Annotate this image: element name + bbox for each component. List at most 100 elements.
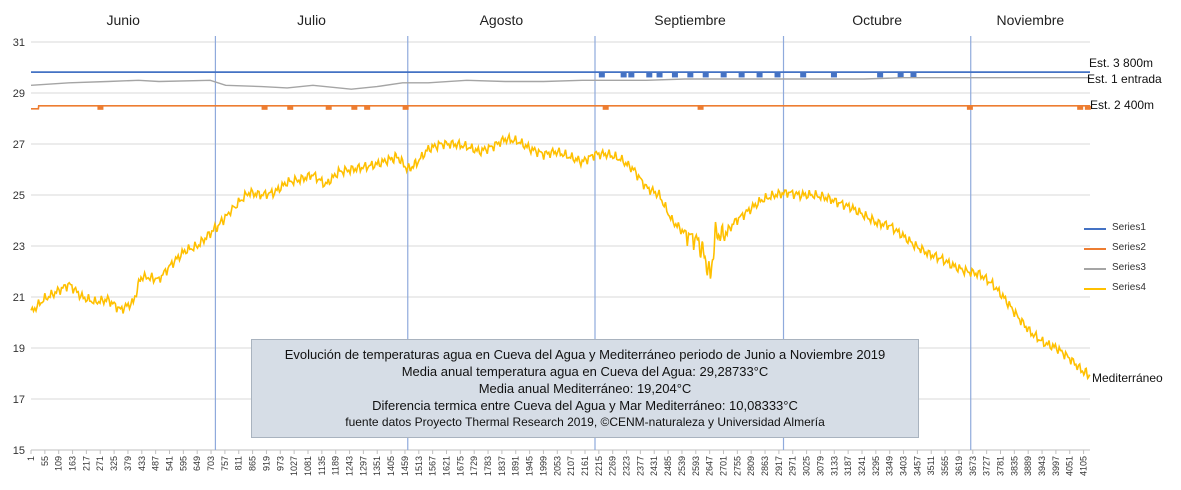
legend-label: Series4 xyxy=(1112,282,1146,293)
x-tick-label: 2431 xyxy=(649,456,659,476)
legend-item-series1: Series1 xyxy=(1084,222,1146,233)
series-blip xyxy=(702,72,709,78)
series-blip xyxy=(966,105,973,110)
x-tick-label: 2971 xyxy=(788,456,798,476)
y-tick-label: 23 xyxy=(13,241,25,253)
x-tick-label: 1135 xyxy=(317,456,327,475)
month-label: Septiembre xyxy=(654,12,726,28)
series-blip xyxy=(1084,105,1091,110)
x-tick-label: 4051 xyxy=(1065,456,1075,476)
x-tick-label: 3079 xyxy=(815,456,825,476)
x-tick-label: 1459 xyxy=(400,456,410,476)
x-tick-label: 703 xyxy=(206,456,216,471)
x-tick-label: 3565 xyxy=(940,456,950,476)
x-tick-label: 3241 xyxy=(857,456,867,476)
x-tick-label: 2539 xyxy=(677,456,687,476)
series-blip xyxy=(1077,105,1084,110)
x-tick-label: 973 xyxy=(275,456,285,471)
x-axis: 1 55 109 163 217 271 325 379 433 487 541 595 649 703 7… xyxy=(26,449,1090,476)
x-tick-label: 3997 xyxy=(1051,456,1061,476)
series-blip xyxy=(97,105,104,110)
x-tick-label: 1567 xyxy=(428,456,438,476)
x-tick-label: 1243 xyxy=(345,456,355,476)
x-tick-label: 487 xyxy=(151,456,161,471)
x-tick-label: 2377 xyxy=(635,456,645,476)
series-blip xyxy=(756,72,763,78)
x-tick-label: 1891 xyxy=(511,456,521,476)
x-tick-label: 1513 xyxy=(414,456,424,476)
x-tick-label: 3457 xyxy=(912,456,922,476)
info-line-1: Evolución de temperaturas agua en Cueva … xyxy=(284,347,886,362)
legend-label: Series1 xyxy=(1112,222,1146,233)
x-tick-label: 3349 xyxy=(885,456,895,476)
series-blip xyxy=(646,72,653,78)
x-tick-label: 3295 xyxy=(871,456,881,476)
x-tick-label: 3619 xyxy=(954,456,964,476)
series-blip xyxy=(364,105,371,110)
y-tick-label: 19 xyxy=(13,343,25,355)
x-tick-label: 649 xyxy=(192,456,202,471)
series-blip xyxy=(325,105,332,110)
x-tick-label: 1675 xyxy=(455,456,465,476)
x-tick-label: 541 xyxy=(164,456,174,471)
legend-label: Series3 xyxy=(1112,262,1146,273)
series-blip xyxy=(720,72,727,78)
series-blip xyxy=(774,72,781,78)
month-label: Octubre xyxy=(852,12,903,28)
x-tick-label: 2809 xyxy=(746,456,756,476)
x-tick-label: 1405 xyxy=(386,456,396,476)
x-tick-label: 3673 xyxy=(968,456,978,476)
y-tick-label: 31 xyxy=(13,37,25,49)
series-blip xyxy=(671,72,678,78)
x-tick-label: 2863 xyxy=(760,456,770,476)
series-blip xyxy=(656,72,663,78)
y-tick-label: 29 xyxy=(13,88,25,100)
month-label: Agosto xyxy=(479,12,524,28)
month-label: Julio xyxy=(297,12,326,28)
info-line-3: Media anual Mediterráneo: 19,204°C xyxy=(478,381,692,396)
x-tick-label: 2161 xyxy=(580,456,590,476)
series-blip xyxy=(830,72,837,78)
x-tick-label: 379 xyxy=(123,456,133,471)
x-tick-label: 2701 xyxy=(718,456,728,476)
y-tick-label: 21 xyxy=(13,292,25,304)
series-blip xyxy=(800,72,807,78)
x-tick-label: 1783 xyxy=(483,456,493,476)
series-line-4 xyxy=(30,131,1091,381)
legend-item-series4: Series4 xyxy=(1084,282,1146,293)
x-tick-label: 1297 xyxy=(358,456,368,476)
info-line-5: fuente datos Proyecto Thermal Research 2… xyxy=(345,415,825,429)
x-tick-label: 2215 xyxy=(594,456,604,476)
x-tick-label: 1189 xyxy=(331,456,341,475)
x-tick-label: 55 xyxy=(40,456,50,466)
x-tick-label: 2269 xyxy=(608,456,618,476)
series-line-2 xyxy=(31,105,1090,110)
x-tick-label: 1945 xyxy=(525,456,535,476)
x-tick-label: 3025 xyxy=(802,456,812,476)
series-blip xyxy=(602,105,609,110)
month-label: Noviembre xyxy=(996,12,1065,28)
x-tick-label: 3835 xyxy=(1009,456,1019,476)
series-blip xyxy=(897,72,904,78)
legend-item-series3: Series3 xyxy=(1084,262,1146,273)
series-blip xyxy=(261,105,268,110)
x-tick-label: 1027 xyxy=(289,456,299,476)
x-tick-label: 1 xyxy=(26,456,36,461)
series-blip xyxy=(402,105,409,110)
x-tick-label: 3781 xyxy=(995,456,1005,476)
y-axis: 15 17 19 21 23 25 27 29 31 xyxy=(13,37,25,457)
series-blip xyxy=(877,72,884,78)
series4-end-label: Mediterráneo xyxy=(1092,371,1163,385)
x-tick-label: 1999 xyxy=(538,456,548,476)
x-tick-label: 217 xyxy=(81,456,91,471)
series-blip xyxy=(697,105,704,110)
x-tick-label: 2755 xyxy=(732,456,742,476)
x-tick-label: 3403 xyxy=(899,456,909,476)
x-tick-label: 757 xyxy=(220,456,230,471)
series1-end-label: Est. 3 800m xyxy=(1089,56,1154,70)
x-tick-label: 3511 xyxy=(926,456,936,475)
series-blip xyxy=(287,105,294,110)
x-tick-label: 2647 xyxy=(705,456,715,476)
month-label: Junio xyxy=(106,12,140,28)
